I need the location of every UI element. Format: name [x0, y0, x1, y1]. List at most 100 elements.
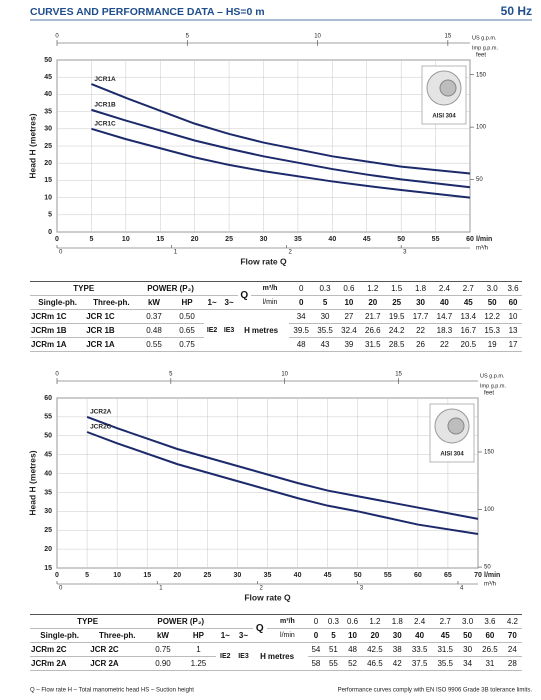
curve [91, 83, 471, 175]
table-cell: 60 [477, 628, 503, 643]
x3-tick-label: 2 [288, 250, 292, 256]
y-tick-label: 50 [44, 433, 52, 440]
table-cell: 20 [360, 295, 385, 310]
page-title: CURVES AND PERFORMANCE DATA – HS=0 m [30, 6, 265, 18]
table-cell: 34 [289, 309, 314, 324]
y2-tick-label: 150 [484, 450, 495, 456]
x-tick-label: 50 [397, 236, 405, 243]
x-tick-label: 45 [363, 236, 371, 243]
y-tick-label: 10 [44, 194, 52, 201]
badge-label: AISI 304 [432, 114, 456, 120]
table-cell: 42.5 [362, 642, 388, 657]
badge-image [447, 417, 465, 435]
table-cell: kW [145, 628, 181, 643]
x-tick-label: 20 [173, 572, 181, 579]
x-tick-label: 15 [156, 236, 164, 243]
table-cell: 48 [289, 337, 314, 352]
table-cell: 50 [458, 628, 478, 643]
y-axis-label: Head H (metres) [27, 113, 37, 178]
table-cell: kW [137, 295, 171, 310]
table-cell: 21.7 [360, 309, 385, 324]
table-cell: 12.2 [480, 309, 505, 324]
table-cell: 24.2 [384, 323, 409, 338]
table-cell: 45 [432, 628, 459, 643]
x-unit: l/min [476, 236, 492, 243]
table-cell: JCRm 1B [30, 323, 86, 338]
y-tick-label: 40 [44, 470, 52, 477]
y-tick-label: 25 [44, 143, 52, 150]
table-row: JCRm 1A JCR 1A 0.55 0.75 48 43 39 31.5 28.5 26 22 2… [30, 337, 522, 352]
table-cell: IE2 [216, 642, 235, 671]
table-cell: JCRm 1C [30, 309, 86, 324]
y-tick-label: 20 [44, 546, 52, 553]
table-cell: 1 [180, 642, 217, 657]
table-cell: IE3 [234, 642, 253, 671]
y-tick-label: 30 [44, 508, 52, 515]
table-cell: 26.6 [360, 323, 385, 338]
table-cell: 5 [313, 295, 337, 310]
table-cell: 24 [502, 642, 522, 657]
y-tick-label: 0 [48, 229, 52, 236]
x3-tick-label: 4 [460, 586, 464, 592]
table-cell: 48 [342, 642, 363, 657]
x-tick-label: 55 [384, 572, 392, 579]
x2-unit-alt: Imp g.p.m. [480, 383, 506, 389]
x3-tick-label: 1 [174, 250, 178, 256]
table-cell: 2.4 [432, 281, 457, 296]
table-cell: 39.5 [289, 323, 314, 338]
table-cell: 19 [480, 337, 505, 352]
table-cell: 0.6 [336, 281, 361, 296]
x2-tick-label: 0 [55, 34, 59, 40]
table-cell: 27 [336, 309, 361, 324]
table-cell: m³/h [266, 614, 308, 629]
table-cell: 1.8 [387, 614, 407, 629]
x-tick-label: 45 [324, 572, 332, 579]
table-cell: 60 [504, 295, 522, 310]
table-cell: 39 [336, 337, 361, 352]
table-row: JCRm 2A JCR 2A 0.90 1.25 58 55 52 46.5 42 37.5 35.… [30, 656, 522, 671]
table-cell: JCR 2C [89, 642, 146, 657]
table-row: JCRm 1B JCR 1B 0.48 0.65 39.5 35.5 32.4 26.6 24.… [30, 323, 522, 338]
table-cell: 58 [308, 656, 324, 671]
x-tick-label: 50 [354, 572, 362, 579]
table-cell: 0.65 [170, 323, 204, 338]
curve-label: JCR2A [90, 409, 112, 416]
table-cell [203, 281, 238, 296]
y-tick-label: 40 [44, 91, 52, 98]
table-cell: metres [266, 642, 308, 671]
table-cell: JCR 1C [85, 309, 138, 324]
y-tick-label: 15 [44, 565, 52, 572]
table-cell: JCRm 1A [30, 337, 86, 352]
frequency: 50 Hz [501, 4, 532, 18]
table-cell: 0 [289, 281, 314, 296]
table-cell: HP [170, 295, 204, 310]
x-tick-label: 60 [466, 236, 474, 243]
table-cell: 30 [458, 642, 478, 657]
x-tick-label: 0 [55, 236, 59, 243]
x2-tick-label: 10 [314, 34, 321, 40]
table-cell: 1.25 [180, 656, 217, 671]
table-cell: 0.48 [137, 323, 171, 338]
table-cell: 10 [504, 309, 522, 324]
x-tick-label: 30 [234, 572, 242, 579]
table-cell: POWER (P₂) [137, 281, 204, 296]
table-cell: 55 [323, 656, 343, 671]
table-cell: Single-ph. [30, 628, 90, 643]
table-cell: 1.2 [362, 614, 388, 629]
y2-unit: feet [484, 391, 494, 397]
curve [86, 415, 479, 520]
table-cell: JCR 1A [85, 337, 138, 352]
table-cell: 51 [323, 642, 343, 657]
table-cell: 37.5 [406, 656, 433, 671]
table-row: Single-ph. Three-ph. kW HP 1~ 3~ l/min 0 5 10 20 30… [30, 628, 522, 643]
y-tick-label: 5 [48, 212, 52, 219]
table-cell: 30 [408, 295, 433, 310]
table-cell: 0.90 [145, 656, 181, 671]
table-cell: 10 [336, 295, 361, 310]
table-cell: 40 [406, 628, 433, 643]
table-cell: 3~ [234, 628, 253, 643]
table-cell: JCR 2A [89, 656, 146, 671]
table-cell: 0.3 [313, 281, 337, 296]
